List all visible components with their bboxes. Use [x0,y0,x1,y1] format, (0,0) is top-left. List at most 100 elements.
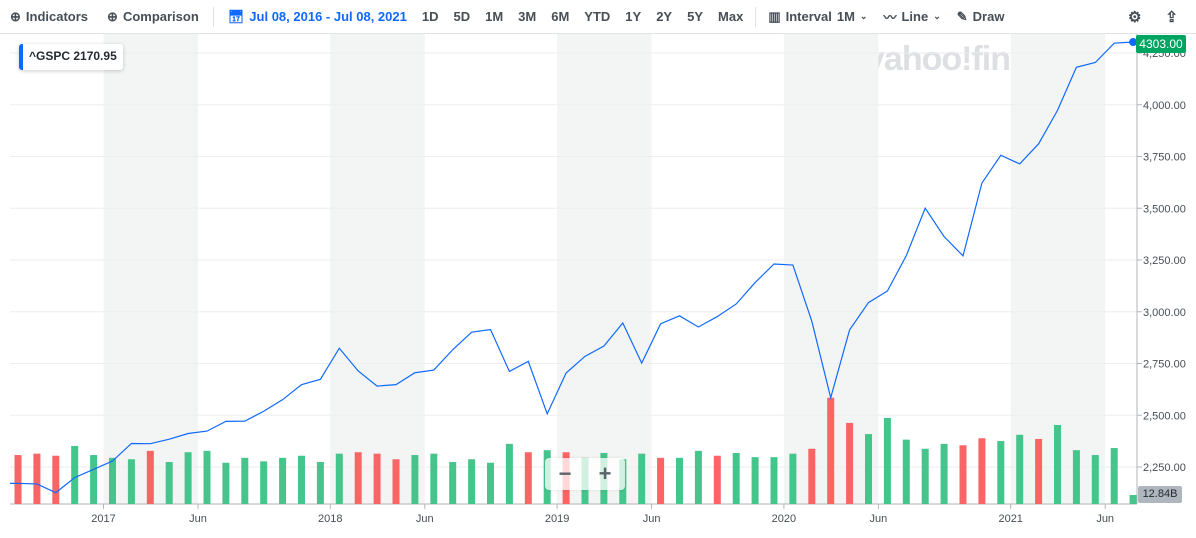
share-button[interactable]: ⇪ [1165,8,1178,26]
volume-bar [1072,450,1080,504]
volume-bar [997,441,1005,504]
x-tick-label: 2020 [772,513,796,525]
volume-bar [751,457,759,504]
volume-bar [940,443,948,504]
volume-bar [184,452,192,504]
divider [212,6,214,27]
interval-label: Interval [785,9,832,24]
volume-bar [770,457,778,504]
volume-bar [14,455,22,504]
volume-bar [109,457,116,504]
volume-bar [411,455,419,504]
shaded-period [557,34,652,504]
volume-bar [1035,438,1043,504]
y-tick-label: 3,000.00 [1143,307,1186,319]
indicators-label: Indicators [25,9,89,24]
volume-bar [335,453,343,504]
plus-circle-icon: ⊕ [107,8,118,24]
indicators-button[interactable]: ⊕ Indicators [10,9,88,25]
chevron-down-icon: ⌄ [933,11,941,21]
range-1d[interactable]: 1D [421,9,439,24]
volume-bar [146,450,154,504]
volume-bar [789,453,797,504]
range-1m[interactable]: 1M [485,9,504,24]
chart-type-label: Line [901,9,929,24]
range-5d[interactable]: 5D [453,9,471,24]
range-1y[interactable]: 1Y [625,9,642,24]
date-range-button[interactable]: 📅︎ Jul 08, 2016 - Jul 08, 2021 [228,9,407,25]
range-max[interactable]: Max [718,9,744,24]
y-tick-label: 2,500.00 [1143,410,1186,422]
zoom-out-button[interactable]: − [558,461,572,486]
range-2y[interactable]: 2Y [656,9,673,24]
volume-bar [71,445,79,504]
y-tick-label: 3,250.00 [1143,255,1186,267]
volume-bar [241,457,249,504]
range-3m[interactable]: 3M [518,9,537,24]
volume-bar [505,443,513,504]
y-tick-label: 4,000.00 [1143,100,1186,112]
volume-bar [52,455,60,504]
x-tick-label: Jun [416,513,434,525]
volume-bar [127,459,135,504]
comparison-button[interactable]: ⊕ Comparison [107,9,199,25]
interval-value: 1M [836,9,855,24]
volume-bar [33,453,41,504]
volume-bar [1091,455,1099,504]
volume-bar [468,459,476,504]
volume-bar [657,457,665,504]
settings-button[interactable]: ⚙ [1128,8,1141,26]
gear-icon: ⚙ [1127,8,1142,26]
date-range-label: Jul 08, 2016 - Jul 08, 2021 [249,9,407,24]
volume-bar [354,452,362,504]
y-tick-label: 3,500.00 [1143,203,1186,215]
range-5y[interactable]: 5Y [687,9,704,24]
legend-symbol: ^GSPC [29,49,71,63]
symbol-legend: ^GSPC 2170.95 [19,44,123,70]
volume-bar [1129,495,1137,504]
draw-label: Draw [972,9,1005,24]
shaded-period [330,34,425,504]
volume-bar [298,455,305,504]
volume-bar [524,452,532,504]
x-tick-label: 2021 [998,513,1022,525]
shaded-period [103,34,198,504]
volume-bar [713,455,721,504]
y-tick-label: 2,250.00 [1143,462,1186,474]
volume-bar [883,417,891,504]
legend-value: 2170.95 [73,49,117,63]
volume-bar [430,453,438,504]
volume-bar [902,439,910,504]
zoom-in-button[interactable]: + [598,461,612,486]
x-tick-label: 2017 [91,513,115,525]
range-6m[interactable]: 6M [551,9,570,24]
volume-bar [638,453,646,504]
volume-bar [694,450,702,504]
draw-button[interactable]: ✎ Draw [957,9,1005,25]
x-tick-label: Jun [870,513,888,525]
volume-bar [165,462,173,504]
volume-bar [1016,434,1024,504]
volume-bar [260,461,268,504]
volume-bar [808,448,816,504]
line-chart-icon: 〰 [883,10,897,25]
volume-bar [222,462,230,504]
interval-dropdown[interactable]: ▥ Interval 1M ⌄ [768,9,867,25]
volume-bar [449,462,457,504]
interval-icon: ▥ [768,8,781,24]
chevron-down-icon: ⌄ [859,11,868,21]
volume-bar [978,438,986,504]
current-price-badge: 4303.00 [1136,35,1186,53]
chart-toolbar: ⊕ Indicators ⊕ Comparison 📅︎ Jul 08, 2016 -… [0,0,1196,34]
chart-type-dropdown[interactable]: 〰 Line ⌄ [883,7,940,26]
volume-bar [279,457,287,504]
volume-bar [1110,448,1118,504]
x-tick-label: Jun [643,513,661,525]
volume-bar [373,453,381,504]
zoom-controls: − + [545,458,625,490]
range-ytd[interactable]: YTD [584,9,611,24]
volume-bar [676,457,683,504]
last-price-dot [1129,38,1138,47]
x-tick-label: 2019 [545,513,569,525]
divider [755,6,757,27]
